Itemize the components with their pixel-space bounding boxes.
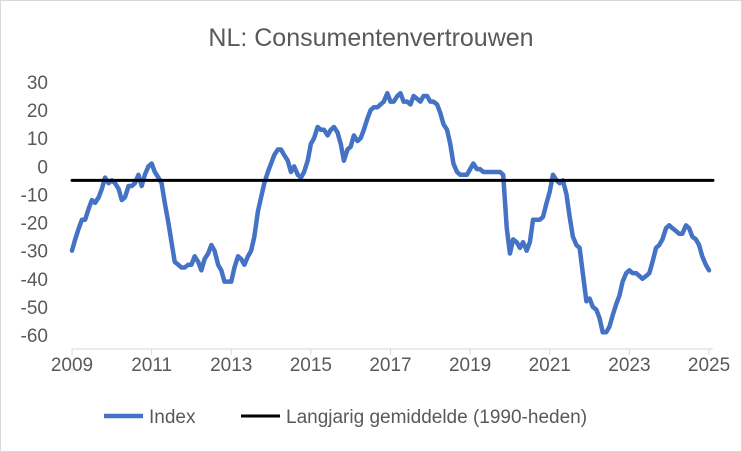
x-tick-label: 2011 bbox=[131, 355, 172, 376]
x-tick-label: 2017 bbox=[369, 355, 411, 376]
chart-title: NL: Consumentenvertrouwen bbox=[208, 24, 533, 52]
y-tick-label: 0 bbox=[37, 157, 48, 178]
y-tick-label: -60 bbox=[21, 326, 48, 347]
x-tick-label: 2023 bbox=[608, 355, 650, 376]
legend-label: Langjarig gemiddelde (1990-heden) bbox=[286, 407, 587, 428]
x-axis: 2009 2011 2013 2015 2017 2019 2021 2023 2025 bbox=[51, 348, 730, 376]
x-tick-label: 2013 bbox=[210, 355, 252, 376]
y-tick-label: -20 bbox=[21, 214, 48, 235]
legend-label: Index bbox=[149, 407, 196, 428]
x-tick-label: 2021 bbox=[529, 355, 571, 376]
legend: Index Langjarig gemiddelde (1990-heden) bbox=[104, 407, 587, 428]
y-tick-label: 20 bbox=[27, 101, 48, 122]
x-tick-label: 2015 bbox=[290, 355, 332, 376]
y-tick-label: -40 bbox=[21, 270, 48, 291]
y-tick-label: -30 bbox=[21, 242, 48, 263]
y-tick-label: 10 bbox=[27, 129, 48, 150]
x-tick-label: 2025 bbox=[688, 355, 730, 376]
y-tick-label: -10 bbox=[21, 185, 48, 206]
series-line-index bbox=[69, 90, 712, 335]
x-tick-label: 2019 bbox=[449, 355, 491, 376]
series-layer bbox=[69, 90, 715, 335]
y-tick-label: 30 bbox=[27, 73, 48, 94]
y-axis: 30 20 10 0 -10 -20 -30 -40 -50 -60 bbox=[21, 73, 48, 347]
y-tick-label: -50 bbox=[21, 298, 48, 319]
x-tick-label: 2009 bbox=[51, 355, 93, 376]
